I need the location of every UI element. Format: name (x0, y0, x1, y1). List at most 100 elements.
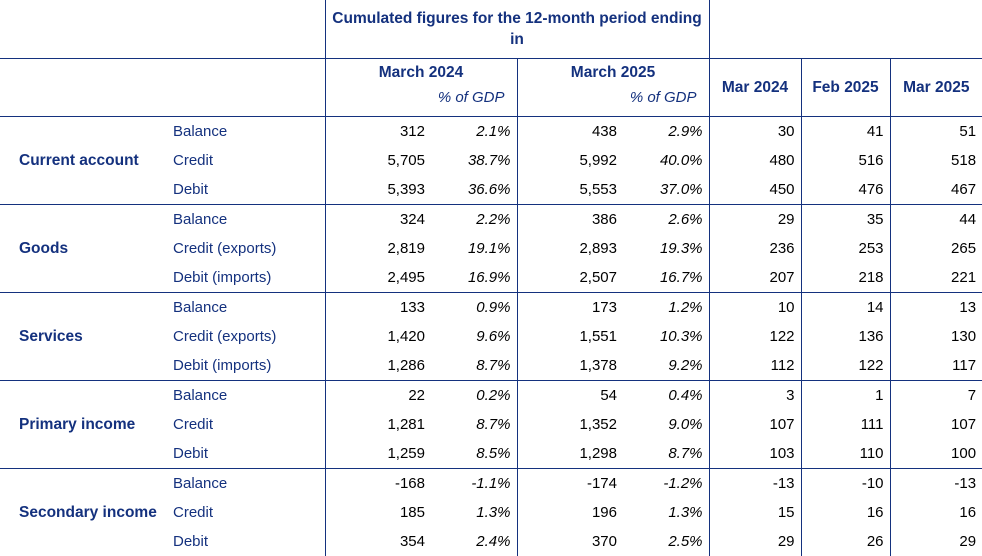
row-label: Debit (imports) (171, 351, 325, 381)
header-blank-right (709, 0, 982, 59)
month-value-cell: 3 (709, 381, 801, 411)
header-blank (0, 0, 325, 59)
month-value-cell: 516 (801, 146, 890, 175)
value-cell: 1,378 (517, 351, 623, 381)
month-value-cell: 236 (709, 234, 801, 263)
month-value-cell: 265 (890, 234, 982, 263)
value-cell: 438 (517, 117, 623, 147)
percent-cell: 0.9% (431, 293, 517, 323)
month-header-2: Feb 2025 (801, 59, 890, 117)
month-value-cell: 112 (709, 351, 801, 381)
percent-cell: 36.6% (431, 175, 517, 205)
period-header-2: March 2025 % of GDP (517, 59, 709, 117)
percent-cell: 38.7% (431, 146, 517, 175)
month-value-cell: 130 (890, 322, 982, 351)
percent-cell: 19.1% (431, 234, 517, 263)
percent-cell: 9.2% (623, 351, 709, 381)
month-value-cell: -10 (801, 469, 890, 499)
month-value-cell: 253 (801, 234, 890, 263)
value-cell: 54 (517, 381, 623, 411)
month-value-cell: 518 (890, 146, 982, 175)
value-cell: 185 (325, 498, 431, 527)
value-cell: 2,507 (517, 263, 623, 293)
category-label: Primary income (0, 381, 171, 469)
month-value-cell: 480 (709, 146, 801, 175)
value-cell: 173 (517, 293, 623, 323)
value-cell: 133 (325, 293, 431, 323)
percent-cell: 16.9% (431, 263, 517, 293)
value-cell: 5,992 (517, 146, 623, 175)
month-value-cell: 16 (890, 498, 982, 527)
percent-cell: 40.0% (623, 146, 709, 175)
cumulated-figures-title: Cumulated figures for the 12-month perio… (325, 0, 709, 59)
row-label: Balance (171, 205, 325, 235)
month-value-cell: 103 (709, 439, 801, 469)
value-cell: 5,705 (325, 146, 431, 175)
row-label: Credit (exports) (171, 234, 325, 263)
month-value-cell: 221 (890, 263, 982, 293)
month-value-cell: 7 (890, 381, 982, 411)
month-value-cell: 1 (801, 381, 890, 411)
month-header-3: Mar 2025 (890, 59, 982, 117)
value-cell: 1,259 (325, 439, 431, 469)
percent-cell: 8.7% (431, 410, 517, 439)
month-value-cell: 467 (890, 175, 982, 205)
value-cell: 386 (517, 205, 623, 235)
value-cell: 312 (325, 117, 431, 147)
value-cell: 22 (325, 381, 431, 411)
percent-cell: 37.0% (623, 175, 709, 205)
period-label-1: March 2024 (326, 64, 517, 82)
percent-cell: 0.4% (623, 381, 709, 411)
row-label: Debit (imports) (171, 263, 325, 293)
percent-cell: 2.9% (623, 117, 709, 147)
percent-cell: 1.3% (431, 498, 517, 527)
row-label: Balance (171, 469, 325, 499)
month-value-cell: 450 (709, 175, 801, 205)
value-cell: 324 (325, 205, 431, 235)
row-label: Credit (171, 410, 325, 439)
month-value-cell: 100 (890, 439, 982, 469)
month-value-cell: 122 (709, 322, 801, 351)
percent-cell: 19.3% (623, 234, 709, 263)
month-value-cell: 111 (801, 410, 890, 439)
percent-cell: 2.2% (431, 205, 517, 235)
row-label: Balance (171, 117, 325, 147)
percent-cell: 8.7% (431, 351, 517, 381)
period-header-1: March 2024 % of GDP (325, 59, 517, 117)
row-label: Debit (171, 175, 325, 205)
percent-cell: 9.6% (431, 322, 517, 351)
category-label: Services (0, 293, 171, 381)
value-cell: 1,551 (517, 322, 623, 351)
row-label: Balance (171, 293, 325, 323)
month-value-cell: 117 (890, 351, 982, 381)
month-value-cell: 30 (709, 117, 801, 147)
month-value-cell: 107 (709, 410, 801, 439)
gdp-label-2: % of GDP (518, 89, 709, 106)
value-cell: 1,352 (517, 410, 623, 439)
header-blank-2 (0, 59, 325, 117)
month-value-cell: 136 (801, 322, 890, 351)
percent-cell: 10.3% (623, 322, 709, 351)
month-value-cell: 13 (890, 293, 982, 323)
month-value-cell: 16 (801, 498, 890, 527)
month-value-cell: 476 (801, 175, 890, 205)
row-label: Credit (exports) (171, 322, 325, 351)
month-value-cell: -13 (709, 469, 801, 499)
month-value-cell: 110 (801, 439, 890, 469)
percent-cell: 1.2% (623, 293, 709, 323)
percent-cell: 0.2% (431, 381, 517, 411)
value-cell: 5,393 (325, 175, 431, 205)
value-cell: 1,286 (325, 351, 431, 381)
month-value-cell: 51 (890, 117, 982, 147)
row-label: Credit (171, 498, 325, 527)
value-cell: 1,281 (325, 410, 431, 439)
month-value-cell: 35 (801, 205, 890, 235)
value-cell: -174 (517, 469, 623, 499)
row-label: Balance (171, 381, 325, 411)
month-value-cell: 15 (709, 498, 801, 527)
period-label-2: March 2025 (518, 64, 709, 82)
value-cell: 1,420 (325, 322, 431, 351)
